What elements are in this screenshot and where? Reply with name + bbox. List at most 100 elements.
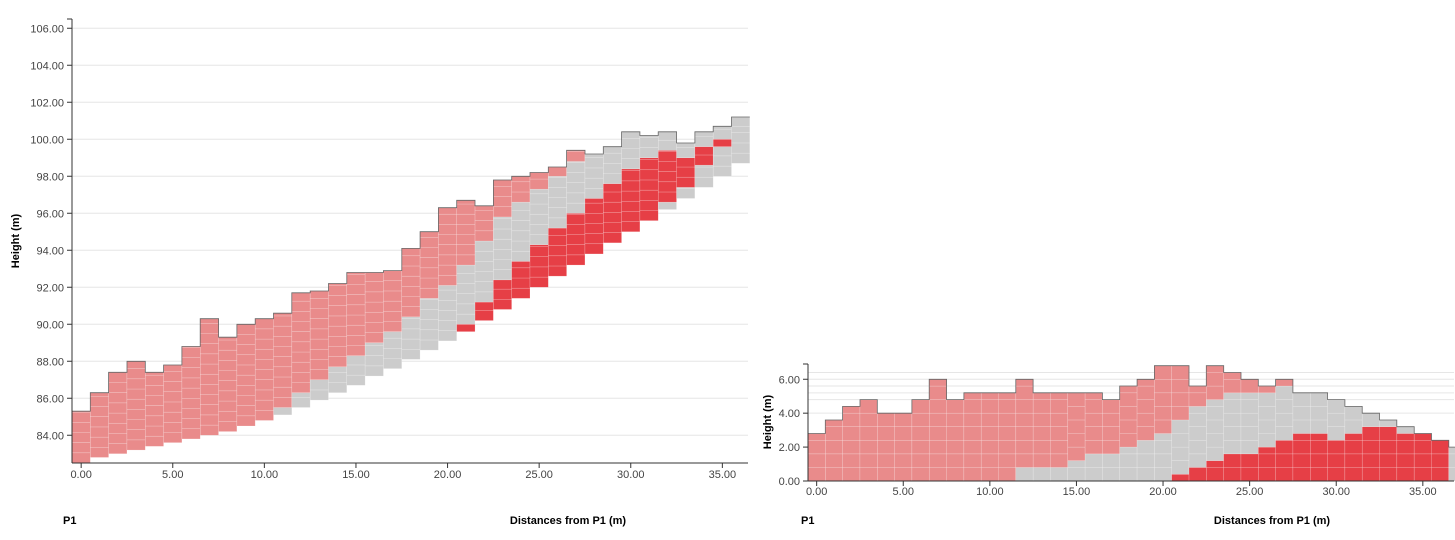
- red-zone-cell: [511, 261, 531, 269]
- red-zone-cell: [621, 190, 641, 202]
- gray-zone-cell: [1448, 446, 1455, 455]
- light-red-zone-cell: [346, 294, 366, 306]
- light-red-zone-cell: [1102, 399, 1120, 414]
- light-red-zone-cell: [71, 422, 91, 433]
- light-red-zone-cell: [877, 467, 895, 482]
- y-tick-label: 92.00: [36, 282, 64, 294]
- light-red-zone-cell: [456, 203, 476, 215]
- gray-zone-cell: [1275, 412, 1294, 427]
- gray-zone-cell: [1223, 399, 1242, 414]
- red-zone-cell: [639, 159, 659, 171]
- light-red-zone-cell: [346, 345, 366, 356]
- light-red-zone-cell: [163, 401, 183, 413]
- light-red-zone-cell: [273, 386, 293, 398]
- light-red-zone-cell: [456, 224, 476, 235]
- red-zone-cell: [1310, 453, 1328, 468]
- light-red-zone-cell: [842, 406, 861, 414]
- light-red-zone-cell: [963, 392, 982, 400]
- light-red-zone-cell: [998, 399, 1017, 414]
- light-red-zone-cell: [859, 440, 878, 455]
- red-zone-cell: [1361, 453, 1380, 468]
- light-red-zone-cell: [163, 411, 183, 423]
- light-red-zone-cell: [346, 284, 366, 295]
- gray-zone-cell: [1258, 419, 1276, 434]
- red-zone-cell: [1171, 473, 1190, 482]
- y-tick-label: 88.00: [36, 356, 64, 368]
- light-red-zone-cell: [236, 344, 256, 356]
- gray-zone-cell: [657, 131, 677, 141]
- light-red-zone-cell: [998, 426, 1017, 441]
- red-zone-cell: [1223, 467, 1242, 482]
- light-red-zone-cell: [218, 339, 238, 351]
- light-red-zone-cell: [291, 292, 311, 302]
- light-red-zone-cell: [529, 178, 549, 190]
- light-red-zone-cell: [1084, 399, 1103, 414]
- light-red-zone-cell: [1119, 433, 1138, 448]
- light-red-zone-cell: [1067, 433, 1086, 448]
- light-red-zone-cell: [254, 359, 274, 370]
- light-red-zone-cell: [493, 179, 512, 187]
- light-red-zone-cell: [199, 343, 219, 355]
- light-red-zone-cell: [309, 338, 329, 350]
- gray-zone-cell: [456, 303, 476, 315]
- light-red-zone-cell: [291, 300, 311, 312]
- gray-zone-cell: [566, 162, 586, 173]
- x-tick-label: 25.00: [1236, 486, 1264, 498]
- red-zone-cell: [566, 254, 586, 266]
- gray-zone-cell: [438, 299, 457, 311]
- light-red-zone-cell: [199, 363, 219, 375]
- light-red-zone-cell: [218, 349, 238, 361]
- gray-zone-cell: [474, 271, 494, 282]
- red-zone-cell: [1188, 467, 1207, 482]
- x-tick-label: 0.00: [70, 469, 91, 481]
- light-red-zone-cell: [71, 452, 91, 464]
- red-zone-cell: [511, 287, 531, 299]
- light-red-zone-cell: [126, 378, 146, 390]
- light-red-zone-cell: [998, 440, 1017, 455]
- light-red-zone-cell: [254, 410, 274, 421]
- profile-outline: [808, 365, 1455, 448]
- light-red-zone-cell: [236, 354, 256, 366]
- red-zone-cell: [1379, 453, 1398, 468]
- light-red-zone-cell: [859, 412, 878, 427]
- light-red-zone-cell: [108, 412, 128, 424]
- light-red-zone-cell: [1206, 365, 1224, 373]
- gray-zone-cell: [621, 148, 641, 159]
- gray-zone-cell: [584, 153, 604, 159]
- red-zone-cell: [1206, 467, 1224, 482]
- light-red-zone-cell: [877, 440, 895, 455]
- light-red-zone-cell: [126, 361, 146, 369]
- light-red-zone-cell: [236, 364, 256, 376]
- gray-zone-cell: [621, 158, 641, 170]
- light-red-zone-cell: [419, 267, 439, 279]
- light-red-zone-cell: [1084, 426, 1103, 441]
- light-red-zone-cell: [218, 421, 238, 432]
- gray-zone-cell: [731, 142, 751, 154]
- light-red-zone-cell: [364, 291, 384, 303]
- red-zone-cell: [1379, 426, 1398, 441]
- light-red-zone-cell: [126, 388, 146, 400]
- light-red-zone-cell: [438, 244, 457, 256]
- light-red-zone-cell: [199, 394, 219, 405]
- gray-zone-cell: [548, 187, 567, 198]
- gray-zone-cell: [1188, 426, 1207, 441]
- gray-zone-cell: [1310, 392, 1328, 407]
- light-red-zone-cell: [383, 300, 403, 312]
- light-red-zone-cell: [980, 412, 999, 427]
- gray-zone-cell: [731, 152, 751, 164]
- light-red-zone-cell: [456, 254, 476, 266]
- gray-zone-cell: [438, 285, 457, 291]
- light-red-zone-cell: [108, 443, 128, 455]
- light-red-zone-cell: [126, 419, 146, 430]
- light-red-zone-cell: [328, 305, 348, 317]
- light-red-zone-cell: [328, 356, 348, 368]
- red-zone-cell: [639, 200, 659, 211]
- light-red-zone-cell: [181, 357, 201, 368]
- light-red-zone-cell: [1015, 453, 1034, 468]
- gray-zone-cell: [694, 164, 714, 168]
- gray-zone-cell: [1240, 426, 1259, 441]
- light-red-zone-cell: [218, 410, 238, 422]
- gray-zone-cell: [1258, 433, 1276, 448]
- gray-zone-cell: [511, 250, 531, 262]
